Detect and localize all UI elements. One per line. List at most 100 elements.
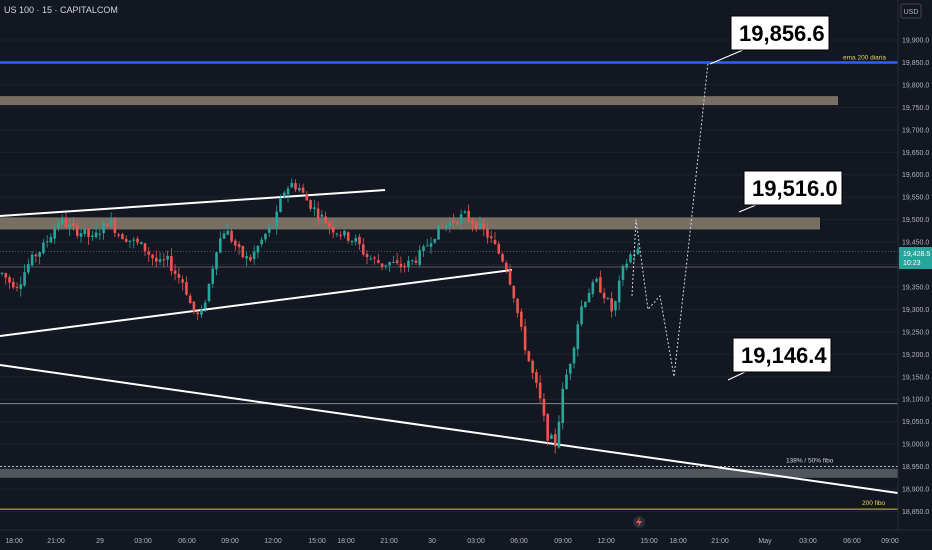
candle-body xyxy=(614,301,617,311)
callout-box xyxy=(730,15,830,51)
candle-body xyxy=(489,236,493,239)
time-tick-label: 21:00 xyxy=(47,538,65,545)
time-tick-label: 03:00 xyxy=(134,538,152,545)
candle-body xyxy=(384,265,388,267)
candle-body xyxy=(267,227,271,233)
candle-body xyxy=(162,259,166,261)
price-tick-label: 19,500.0 xyxy=(902,217,929,224)
price-tick-label: 19,600.0 xyxy=(902,172,929,179)
time-tick-label: 06:00 xyxy=(510,538,528,545)
candle-body xyxy=(599,277,602,293)
lightning-icon[interactable] xyxy=(633,516,645,528)
time-tick-label: 29 xyxy=(96,538,104,545)
candle-body xyxy=(580,306,583,325)
candle-body xyxy=(34,254,38,257)
candle-body xyxy=(98,233,102,235)
candle-body xyxy=(121,234,124,240)
candle-body xyxy=(429,243,433,247)
candle-body xyxy=(535,372,538,383)
price-tick-label: 19,050.0 xyxy=(902,419,929,426)
fib-200-label: 200 fibo xyxy=(862,500,886,507)
price-tick-label: 19,650.0 xyxy=(902,150,929,157)
candle-body xyxy=(497,244,501,254)
candle-body xyxy=(320,214,324,217)
candle-body xyxy=(45,241,49,243)
candlesticks xyxy=(0,178,640,454)
candle-body xyxy=(181,279,184,283)
candle-body xyxy=(8,277,11,283)
candle-body xyxy=(286,188,290,195)
price-levels: ema 200 diaria 138% / 50% fibo 200 fibo xyxy=(0,54,898,510)
candle-body xyxy=(124,238,128,242)
candle-body xyxy=(256,245,260,253)
candle-body xyxy=(373,257,376,259)
candle-body xyxy=(23,272,26,286)
candle-body xyxy=(57,223,60,228)
time-tick-label: May xyxy=(758,538,772,545)
candle-body xyxy=(42,242,45,253)
time-tick-label: 06:00 xyxy=(178,538,196,545)
candle-body xyxy=(587,293,591,303)
candle-body xyxy=(188,295,192,304)
price-tick-label: 19,550.0 xyxy=(902,195,929,202)
currency-badge[interactable] xyxy=(900,3,922,19)
time-tick-label: 09:00 xyxy=(881,538,899,545)
candle-body xyxy=(478,222,482,229)
candle-body xyxy=(102,222,105,234)
candle-body xyxy=(305,194,309,201)
candle-body xyxy=(365,254,369,258)
time-tick-label: 09:00 xyxy=(554,538,572,545)
candle-body xyxy=(606,298,610,300)
candle-body xyxy=(403,265,406,267)
candle-body xyxy=(452,220,455,224)
candle-body xyxy=(151,254,154,259)
candle-body xyxy=(166,255,169,260)
candle-body xyxy=(610,298,613,312)
candle-body xyxy=(538,382,542,399)
candle-body xyxy=(527,351,531,362)
projection-path xyxy=(631,62,709,377)
candle-body xyxy=(60,218,64,224)
candle-body xyxy=(282,192,286,197)
price-tick-label: 19,450.0 xyxy=(902,240,929,247)
candle-body xyxy=(147,251,151,255)
candle-body xyxy=(53,228,56,239)
candle-body xyxy=(501,254,504,262)
candle-body xyxy=(629,254,632,263)
candle-body xyxy=(106,223,109,227)
candle-body xyxy=(200,309,203,315)
trendlines[interactable] xyxy=(0,189,899,494)
candle-body xyxy=(218,238,222,253)
price-callout: 19,516.0 xyxy=(738,170,843,213)
price-zone xyxy=(0,217,820,230)
price-callouts[interactable]: 19,856.6 19,516.0 19,146.4 xyxy=(709,15,843,381)
candle-body xyxy=(260,239,263,245)
candle-body xyxy=(15,286,19,288)
callout-pointer xyxy=(709,49,744,65)
candle-body xyxy=(234,240,237,246)
candle-body xyxy=(245,256,248,259)
candle-body xyxy=(19,284,23,289)
candle-body xyxy=(143,243,147,252)
candle-body xyxy=(557,421,561,448)
candle-body xyxy=(173,270,177,274)
time-tick-label: 06:00 xyxy=(843,538,861,545)
candle-body xyxy=(68,224,72,229)
price-tick-label: 19,300.0 xyxy=(902,307,929,314)
price-tick-label: 19,100.0 xyxy=(902,397,929,404)
channel-bottom-trendline xyxy=(0,269,513,337)
candle-body xyxy=(203,302,207,309)
candle-body xyxy=(170,256,173,271)
candle-body xyxy=(132,239,136,241)
time-tick-label: 21:00 xyxy=(711,538,729,545)
candle-body xyxy=(139,242,143,245)
candle-body xyxy=(196,312,199,315)
ema-200-label: ema 200 diaria xyxy=(843,54,886,61)
price-tick-label: 18,950.0 xyxy=(902,464,929,471)
candle-body xyxy=(437,224,440,240)
price-tick-label: 19,750.0 xyxy=(902,105,929,112)
candle-body xyxy=(72,223,75,226)
candle-body xyxy=(215,252,218,270)
price-axis[interactable] xyxy=(898,0,932,550)
